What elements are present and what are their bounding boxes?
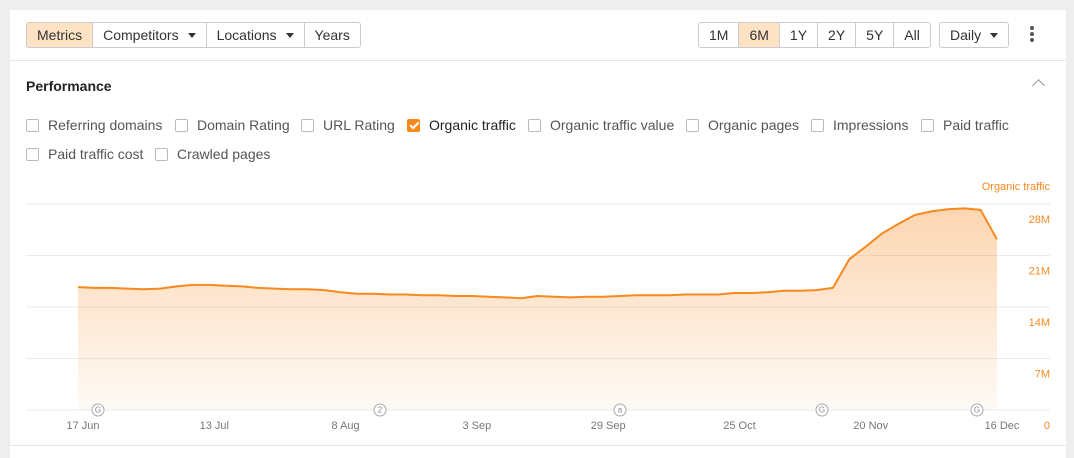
x-tick-label: 16 Dec [985,420,1020,432]
metric-checkbox[interactable]: Organic traffic [407,116,516,134]
checkbox [686,118,699,132]
metric-checkbox[interactable]: Paid traffic [921,116,1009,134]
tab-label: Locations [216,27,277,43]
marker-label: G [95,406,101,415]
checkbox [301,118,314,132]
divider [10,445,1066,446]
metric-label: URL Rating [323,117,395,133]
legend-label: Organic traffic [982,181,1051,193]
x-tick-label: 3 Sep [462,420,491,432]
x-tick-label: 17 Jun [66,420,99,432]
metric-checkbox[interactable]: Crawled pages [155,145,270,163]
checkbox [26,147,39,161]
marker-circle [373,403,387,417]
y-tick-label: 14M [1029,317,1050,329]
checkbox [175,118,188,132]
metric-checkbox[interactable]: Domain Rating [175,116,290,134]
metric-checkbox[interactable]: Impressions [811,116,908,134]
marker-label: G [974,406,980,415]
area [78,208,997,410]
tab-group: Metrics Competitors Locations Years [26,22,361,48]
metric-label: Organic pages [708,117,800,133]
checkbox [26,118,39,132]
tab-button[interactable]: Metrics [26,22,94,48]
metric-checkbox[interactable]: Paid traffic cost [26,145,143,163]
interval-dropdown[interactable]: Daily [939,22,1010,48]
metric-checkbox[interactable]: Referring domains [26,116,162,134]
tab-button[interactable]: Locations [205,22,305,48]
y-tick-label: 21M [1029,265,1050,277]
divider [10,60,1066,61]
range-button[interactable]: 6M [738,22,780,48]
section-title: Performance [26,78,112,94]
range-group: 1M 6M 1Y 2Y 5Y All [698,22,931,48]
range-button[interactable]: 1M [698,22,740,48]
marker-circle [91,403,105,417]
tab-button[interactable]: Years [303,22,361,48]
caret [187,33,196,38]
x-tick-label: 13 Jul [200,420,229,432]
metric-checkbox[interactable]: Organic traffic value [528,116,674,134]
x-tick-label: 25 Oct [723,420,755,432]
more-menu[interactable] [1026,26,1038,44]
interval-label: Daily [950,27,982,43]
metric-label: Crawled pages [177,146,271,162]
marker-circle [613,403,627,417]
metric-label: Paid traffic [943,117,1009,133]
marker-label: G [819,406,825,415]
metric-checkbox[interactable]: URL Rating [301,116,395,134]
metric-checkbox[interactable]: Organic pages [686,116,799,134]
caret [990,33,999,38]
marker-label: a [618,406,623,415]
tab-label: Metrics [37,27,83,43]
annotation-marker[interactable]: 2 [373,403,387,417]
annotation-marker[interactable]: G [91,403,105,417]
metric-label: Referring domains [48,117,163,133]
x-tick-label: 8 Aug [332,420,360,432]
range-button[interactable]: 2Y [817,22,857,48]
range-button[interactable]: 5Y [855,22,895,48]
x-tick-label: 20 Nov [853,420,888,432]
metric-label: Paid traffic cost [48,146,144,162]
y-tick-label: 0 [1044,420,1050,432]
y-tick-label: 28M [1029,214,1050,226]
metric-label: Organic traffic value [550,117,675,133]
range-button[interactable]: All [893,22,931,48]
checkbox [155,147,168,161]
tab-label: Years [314,27,350,43]
checkbox [407,118,420,132]
checkbox [921,118,934,132]
annotation-marker[interactable]: a [613,403,627,417]
marker-circle [970,403,984,417]
annotation-marker[interactable]: G [970,403,984,417]
x-tick-label: 29 Sep [591,420,626,432]
annotation-marker[interactable]: G [815,403,829,417]
range-button[interactable]: 1Y [778,22,819,48]
marker-label: 2 [378,406,383,415]
checkbox [528,118,541,132]
metric-label: Domain Rating [197,117,290,133]
marker-circle [815,403,829,417]
tab-label: Competitors [103,27,179,43]
caret [285,33,294,38]
line [77,207,998,300]
metric-label: Impressions [833,117,909,133]
checkbox [811,118,824,132]
y-tick-label: 7M [1035,368,1050,380]
metric-label: Organic traffic [429,117,516,133]
interval-group: Daily [939,22,1010,48]
